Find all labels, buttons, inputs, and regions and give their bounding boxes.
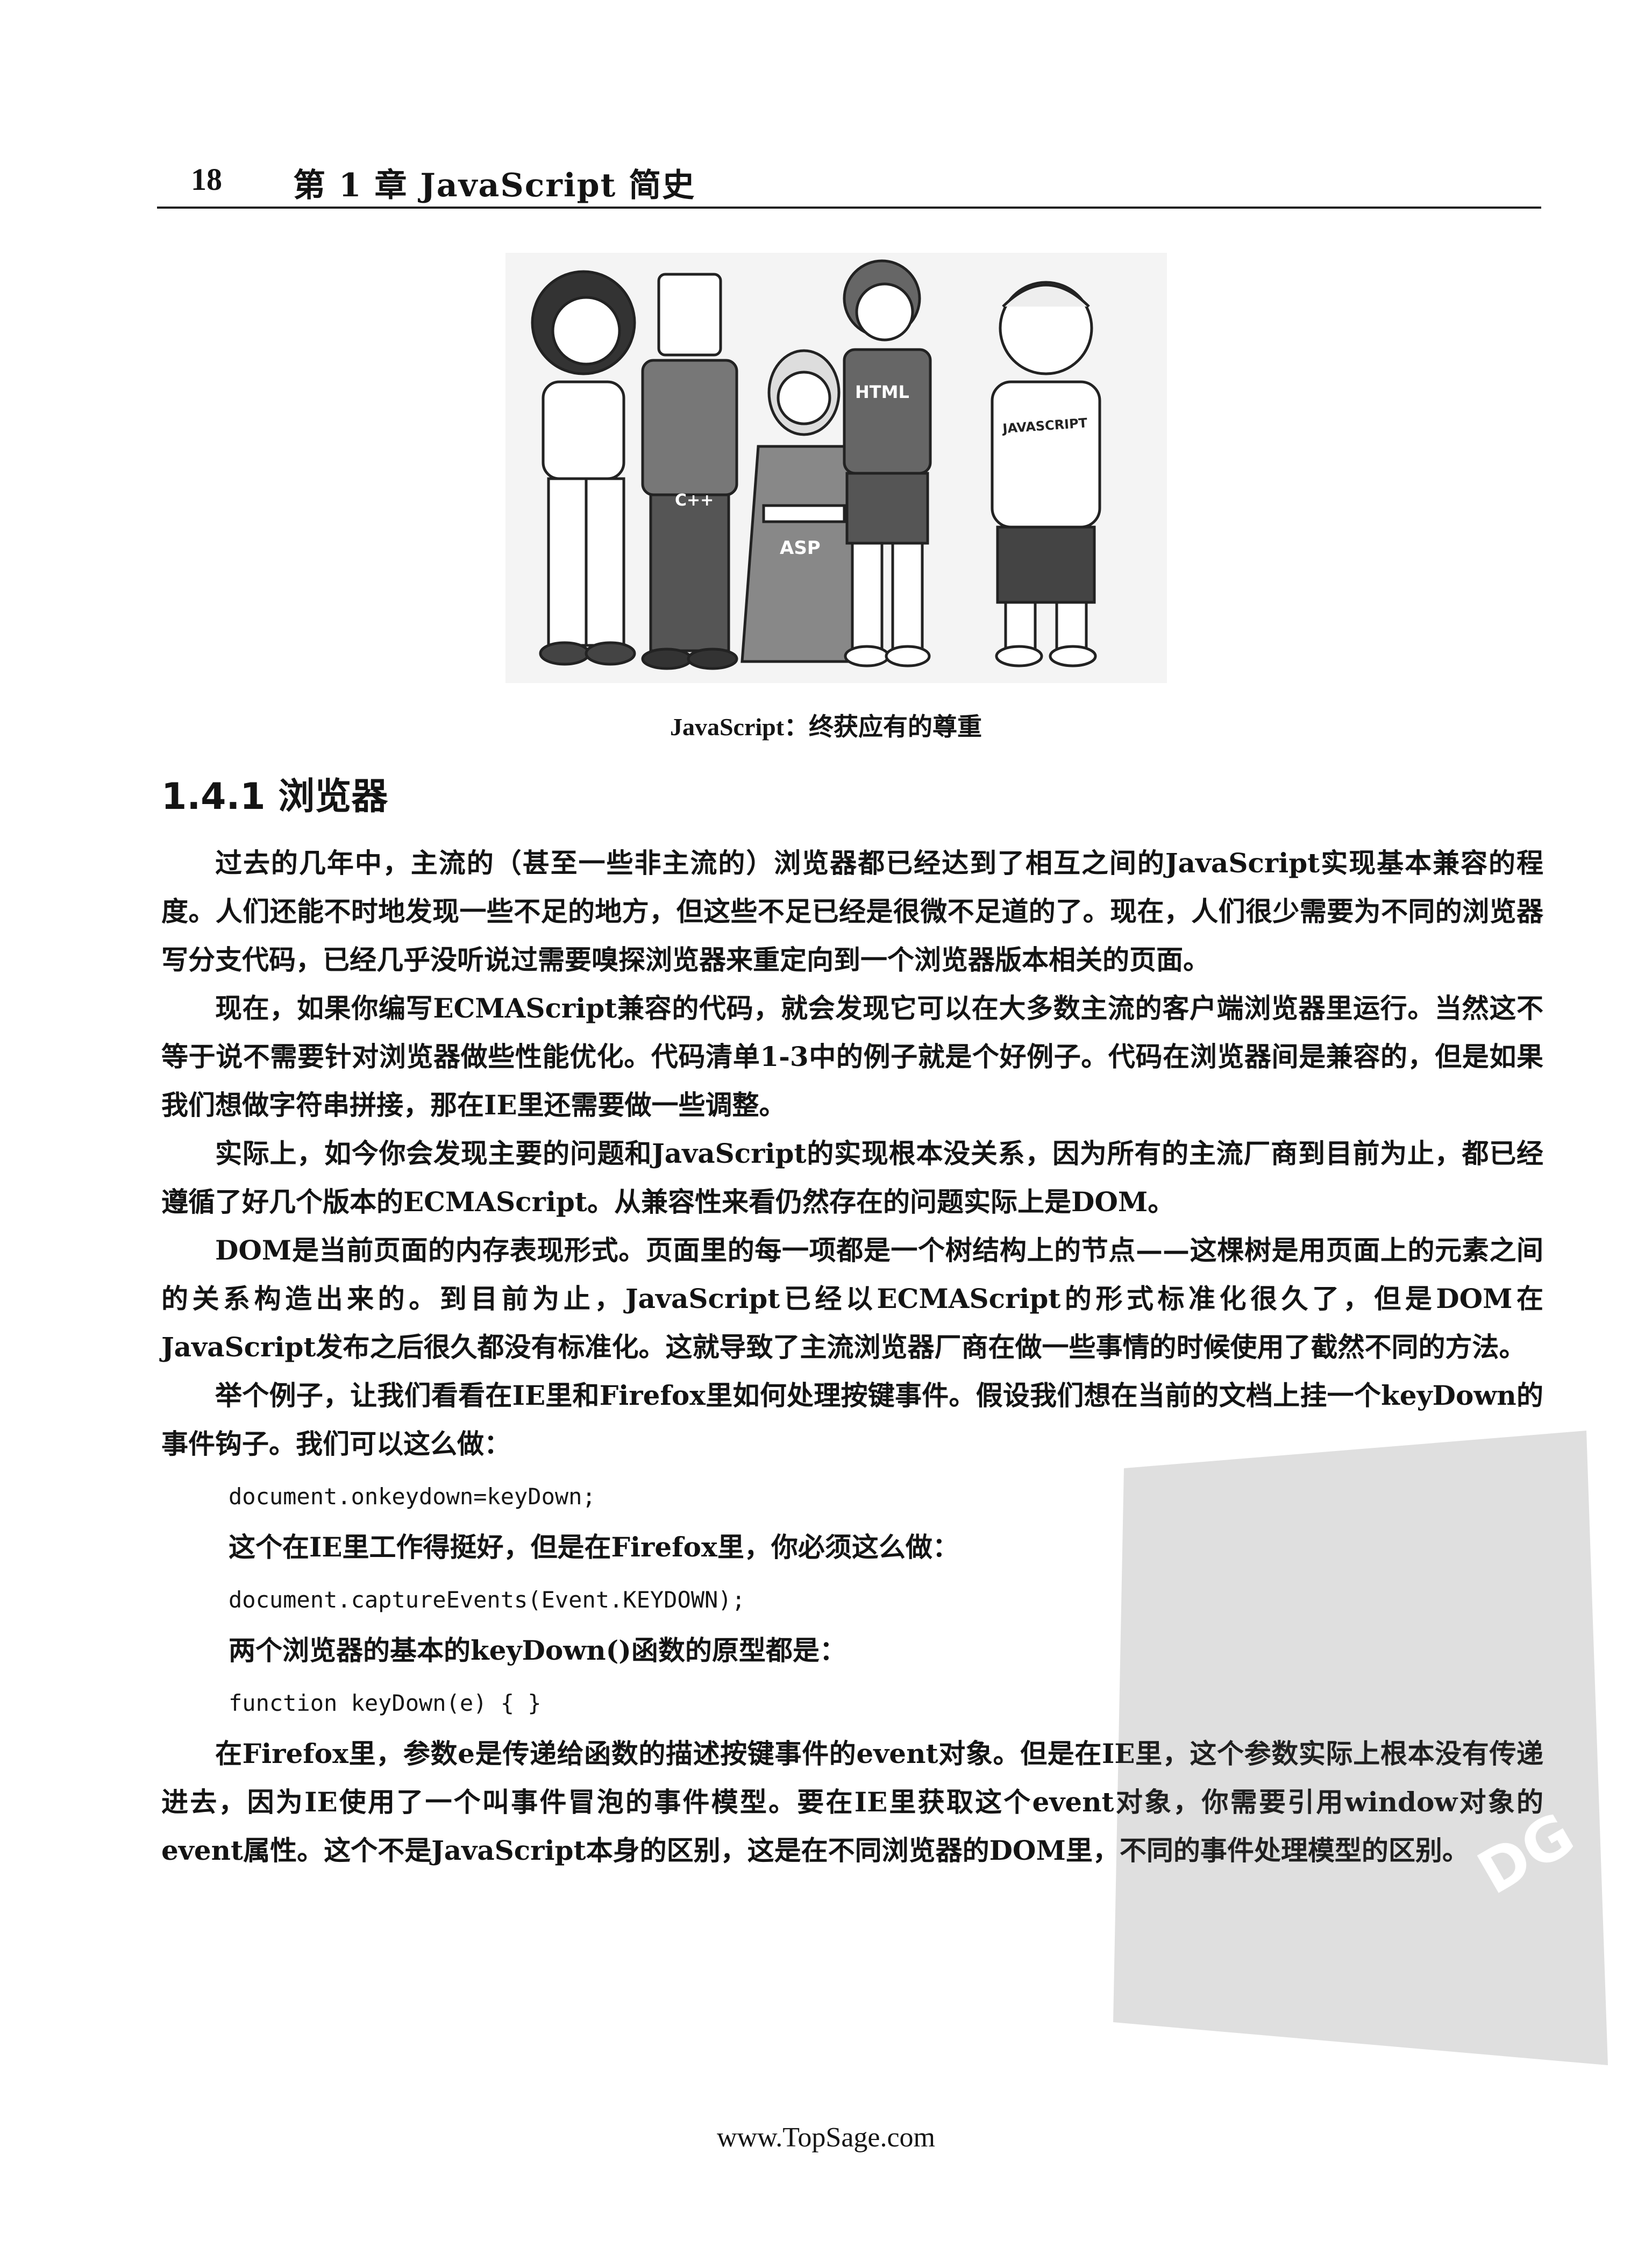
header-rule — [157, 207, 1541, 209]
character-cplusplus — [641, 273, 738, 670]
character-asp — [740, 349, 867, 663]
shirt-label-cpp: C++ — [675, 491, 714, 510]
shirt-label-asp: ASP — [780, 537, 821, 559]
figure-caption: JavaScript：终获应有的尊重 — [670, 713, 982, 741]
body-text: 过去的几年中，主流的（甚至一些非主流的）浏览器都已经达到了相互之间的JavaSc… — [161, 839, 1543, 1875]
character-html — [843, 259, 932, 667]
code-line: function keyDown(e) { } — [229, 1690, 542, 1716]
paragraph: 现在，如果你编写ECMAScript兼容的代码，就会发现它可以在大多数主流的客户… — [161, 992, 1543, 1121]
paragraph: 举个例子，让我们看看在IE里和Firefox里如何处理按键事件。假设我们想在当前… — [161, 1380, 1543, 1460]
paragraph: 在Firefox里，参数e是传递给函数的描述按键事件的event对象。但是在IE… — [161, 1738, 1543, 1866]
paragraph: 这个在IE里工作得挺好，但是在Firefox里，你必须这么做： — [229, 1531, 959, 1563]
character-curly-hair — [531, 270, 636, 666]
section-heading: 1.4.1 浏览器 — [161, 776, 388, 818]
shirt-label-html: HTML — [855, 382, 909, 402]
code-line: document.onkeydown=keyDown; — [229, 1483, 596, 1510]
page-number: 18 — [191, 162, 222, 197]
code-line: document.captureEvents(Event.KEYDOWN); — [229, 1587, 745, 1613]
paragraph: 实际上，如今你会发现主要的问题和JavaScript的实现根本没关系，因为所有的… — [161, 1137, 1543, 1218]
character-javascript — [991, 281, 1101, 667]
footer-url: www.TopSage.com — [716, 2122, 936, 2153]
cartoon-illustration: C++ ASP HTML — [505, 253, 1167, 683]
paragraph: 两个浏览器的基本的keyDown()函数的原型都是： — [229, 1634, 846, 1666]
paragraph: DOM是当前页面的内存表现形式。页面里的每一项都是一个树结构上的节点——这棵树是… — [161, 1234, 1543, 1363]
chapter-title: 第 1 章 JavaScript 简史 — [293, 167, 696, 204]
paragraph: 过去的几年中，主流的（甚至一些非主流的）浏览器都已经达到了相互之间的JavaSc… — [161, 847, 1543, 976]
watermark-seal: DG — [1092, 1420, 1619, 2092]
